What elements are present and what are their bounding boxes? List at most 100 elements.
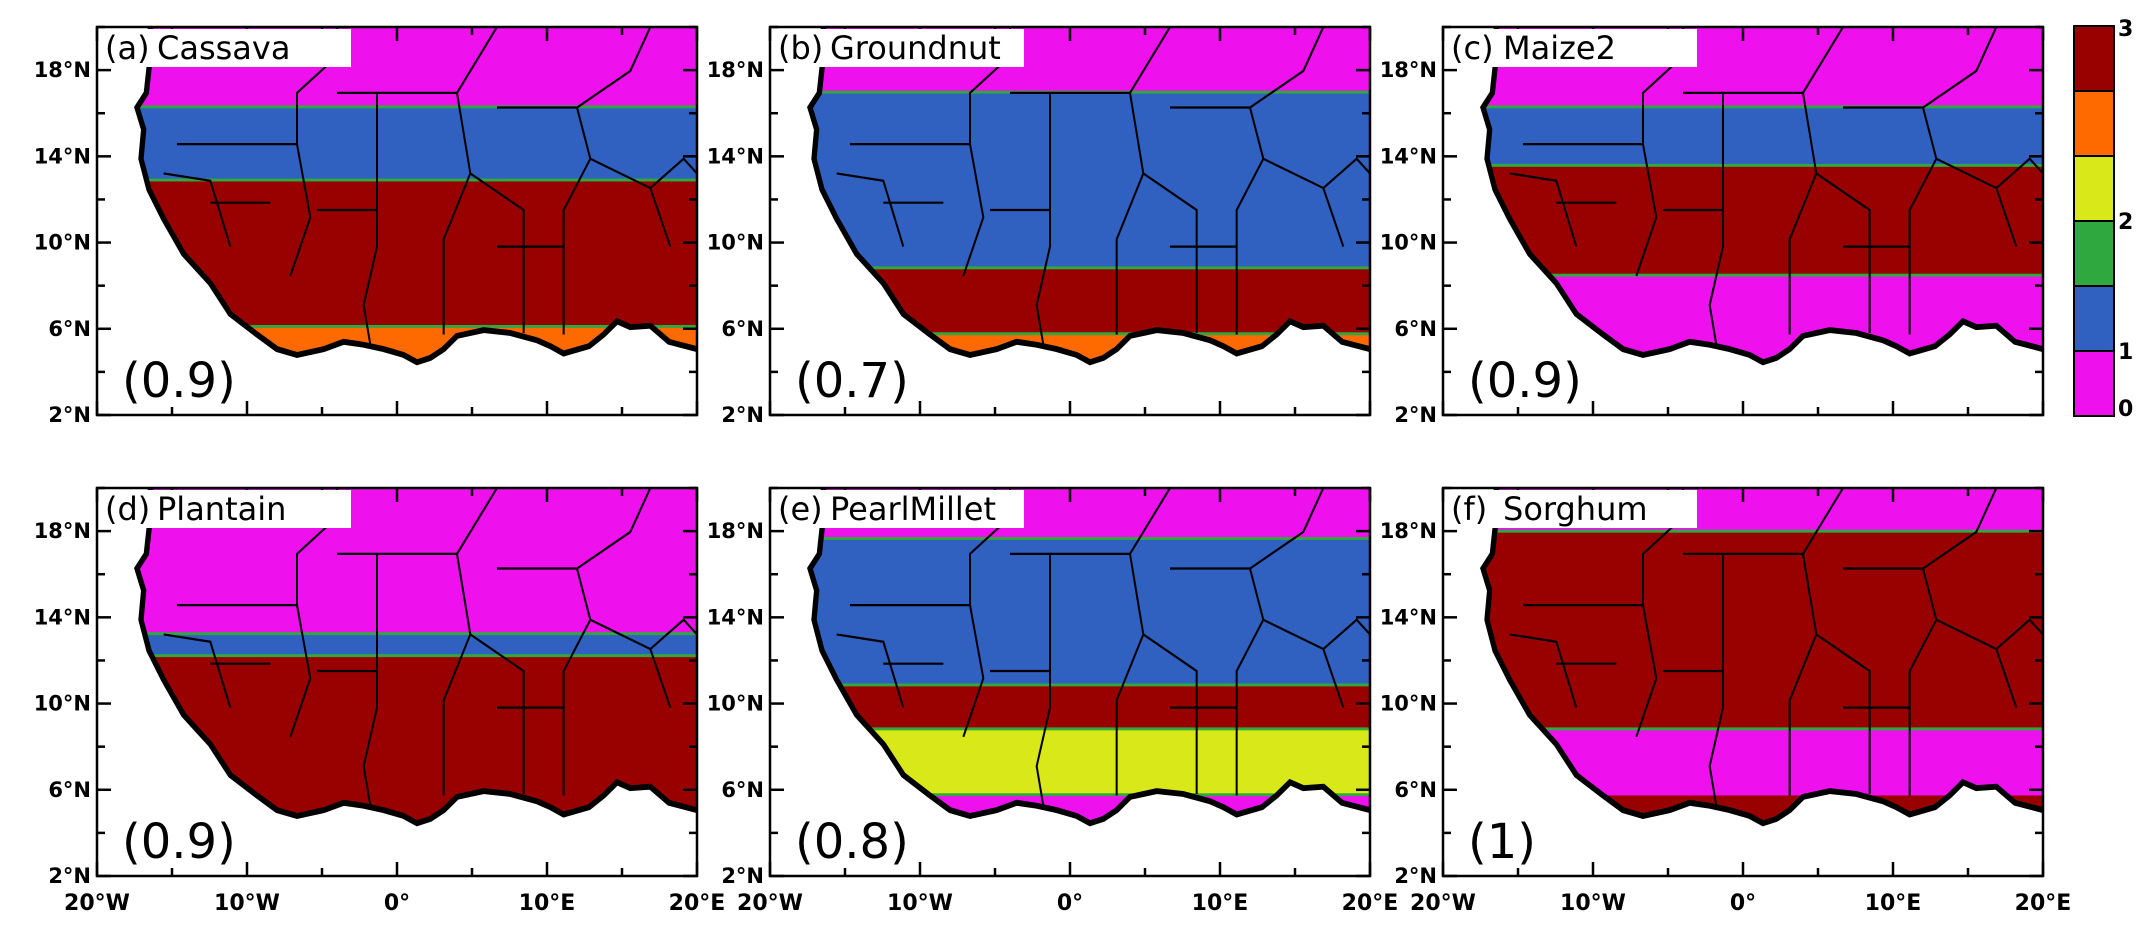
colorbar-tick-label: 3 xyxy=(2118,17,2133,42)
panel-title-box xyxy=(774,29,1024,67)
lat-label: 2°N xyxy=(721,403,764,427)
panel-label: (b) xyxy=(778,29,823,67)
zone-edge xyxy=(770,727,1370,731)
lat-label: 2°N xyxy=(721,864,764,888)
lat-label: 10°N xyxy=(34,231,91,255)
panel-crop-name: Sorghum xyxy=(1503,490,1648,528)
panel-title-box xyxy=(1447,490,1697,528)
map-panel-3: 2°N 6°N 10°N 14°N 18°N (c) Maize2 (0.9) xyxy=(1380,25,2045,427)
suitability-zone xyxy=(770,539,1370,701)
colorbar-swatch xyxy=(2073,25,2115,92)
zone-edge xyxy=(1443,529,2043,533)
lat-label: 10°N xyxy=(34,692,91,716)
panel-label: (a) xyxy=(105,29,150,67)
zone-edge xyxy=(770,793,1370,797)
lat-label: 6°N xyxy=(48,778,91,802)
zone-edge xyxy=(1443,105,2043,109)
lon-label: 10°E xyxy=(1192,891,1249,916)
panel-crop-name: PearlMillet xyxy=(830,490,996,528)
lat-label: 10°N xyxy=(707,692,764,716)
lon-label: 10°E xyxy=(519,891,576,916)
zone-edge xyxy=(97,105,697,109)
lat-label: 14°N xyxy=(1380,605,1437,629)
lat-label: 14°N xyxy=(1380,144,1437,168)
panels-layer: 2°N 6°N 10°N 14°N 18°N (a) Cassava (0.9) 2°N 6°N 1… xyxy=(34,25,2072,916)
panel-label: (e) xyxy=(778,490,823,528)
zone-edge xyxy=(97,632,697,636)
panel-score: (0.7) xyxy=(795,353,909,409)
lat-label: 18°N xyxy=(1380,519,1437,543)
lat-label: 10°N xyxy=(707,231,764,255)
lat-label: 10°N xyxy=(1380,692,1437,716)
lon-label: 10°E xyxy=(1865,891,1922,916)
lat-label: 6°N xyxy=(48,317,91,341)
panel-crop-name: Cassava xyxy=(157,29,290,67)
map-panel-1: 2°N 6°N 10°N 14°N 18°N (a) Cassava (0.9) xyxy=(34,25,699,427)
lon-label: 10°W xyxy=(1560,891,1626,916)
zone-edge xyxy=(1443,273,2043,277)
panel-score: (0.9) xyxy=(122,353,236,409)
lat-label: 14°N xyxy=(34,605,91,629)
lat-label: 14°N xyxy=(707,605,764,629)
zone-edge xyxy=(1443,163,2043,167)
panel-title-box xyxy=(101,490,351,528)
panel-score: (0.9) xyxy=(122,814,236,870)
zone-edge xyxy=(97,178,697,182)
zone-edge xyxy=(770,332,1370,336)
panel-score: (1) xyxy=(1468,814,1536,870)
lon-label: 0° xyxy=(1730,891,1756,916)
colorbar-swatch xyxy=(2073,350,2115,417)
map-panel-2: 2°N 6°N 10°N 14°N 18°N (b) Groundnut (0.7) xyxy=(707,25,1372,427)
lat-label: 18°N xyxy=(34,58,91,82)
lat-label: 14°N xyxy=(707,144,764,168)
lon-label: 20°W xyxy=(1410,891,1476,916)
panel-title-box xyxy=(774,490,1024,528)
lon-label: 10°W xyxy=(214,891,280,916)
panel-label: (f) xyxy=(1451,490,1487,528)
panel-title-box xyxy=(1447,29,1697,67)
zone-edge xyxy=(770,537,1370,540)
lon-label: 20°E xyxy=(669,891,726,916)
panel-label: (c) xyxy=(1451,29,1494,67)
colorbar-tick-label: 1 xyxy=(2118,340,2133,365)
suitability-zone xyxy=(770,92,1370,269)
colorbar: 0 1 2 3 xyxy=(2073,17,2133,422)
colorbar-tick-label: 2 xyxy=(2118,210,2133,235)
lon-label: 10°W xyxy=(887,891,953,916)
lon-label: 20°W xyxy=(737,891,803,916)
lat-label: 6°N xyxy=(1394,317,1437,341)
zone-edge xyxy=(770,266,1370,270)
lat-label: 18°N xyxy=(707,58,764,82)
zone-edge xyxy=(770,683,1370,687)
panel-crop-name: Maize2 xyxy=(1503,29,1616,67)
zone-edge xyxy=(1443,727,2043,731)
lat-label: 2°N xyxy=(1394,403,1437,427)
lat-label: 18°N xyxy=(707,519,764,543)
lat-label: 10°N xyxy=(1380,231,1437,255)
lat-label: 18°N xyxy=(1380,58,1437,82)
panel-score: (0.9) xyxy=(1468,353,1582,409)
colorbar-tick-label: 0 xyxy=(2118,397,2133,422)
panel-label: (d) xyxy=(105,490,150,528)
panel-title-box xyxy=(101,29,351,67)
lon-label: 20°W xyxy=(64,891,130,916)
lat-label: 6°N xyxy=(1394,778,1437,802)
lon-label: 0° xyxy=(384,891,410,916)
lat-label: 6°N xyxy=(721,317,764,341)
lon-label: 20°E xyxy=(2015,891,2072,916)
suitability-zone xyxy=(1443,107,2043,167)
panel-crop-name: Groundnut xyxy=(830,29,1001,67)
panel-crop-name: Plantain xyxy=(157,490,286,528)
lat-label: 2°N xyxy=(1394,864,1437,888)
panel-score: (0.8) xyxy=(795,814,909,870)
map-panel-5: 2°N 6°N 10°N 14°N 18°N 20°W 10°W 0° 10°E 20°E (e) P… xyxy=(707,486,1399,916)
lat-label: 14°N xyxy=(34,144,91,168)
lon-label: 0° xyxy=(1057,891,1083,916)
map-panel-4: 2°N 6°N 10°N 14°N 18°N 20°W 10°W 0° 10°E 20°E (d) P… xyxy=(34,486,726,916)
map-panel-6: 2°N 6°N 10°N 14°N 18°N 20°W 10°W 0° 10°E 20°E (f) S… xyxy=(1380,486,2072,916)
lat-label: 2°N xyxy=(48,403,91,427)
zone-edge xyxy=(97,654,697,658)
lon-label: 20°E xyxy=(1342,891,1399,916)
